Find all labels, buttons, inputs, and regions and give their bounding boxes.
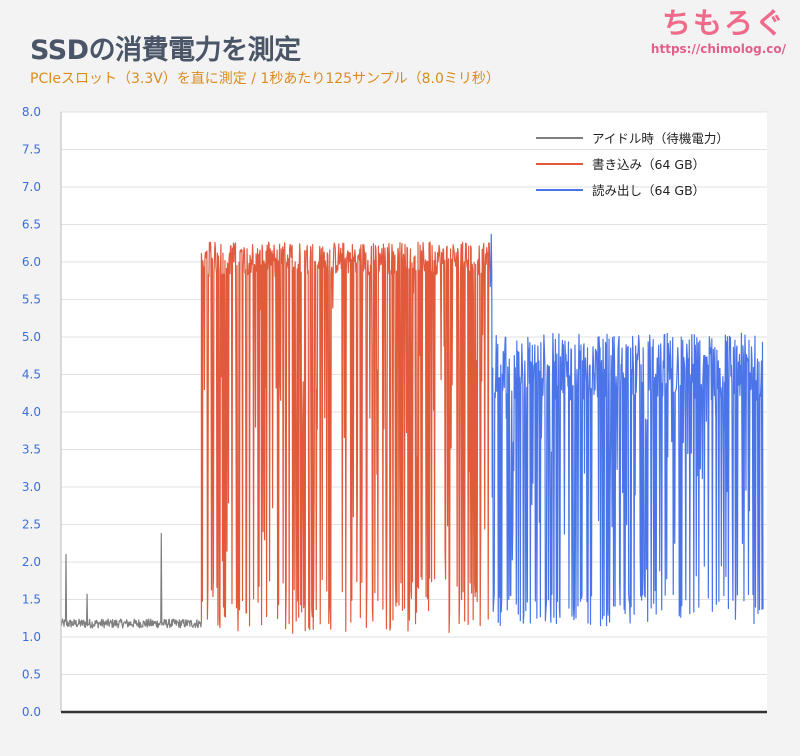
y-tick-label: 3.0 — [22, 480, 41, 494]
series-line-2 — [200, 241, 491, 634]
series-layer — [60, 233, 764, 634]
y-tick-label: 8.0 — [22, 105, 41, 119]
y-tick-label: 1.0 — [22, 630, 41, 644]
y-tick-label: 1.5 — [22, 593, 41, 607]
brand-name: ちもろぐ — [661, 6, 786, 40]
legend-label: アイドル時（待機電力） — [592, 131, 729, 146]
legend-label: 読み出し（64 GB） — [592, 183, 705, 198]
series-line-1 — [60, 532, 202, 629]
y-tick-label: 4.0 — [22, 405, 41, 419]
y-tick-label: 0.5 — [22, 668, 41, 682]
chart-title: SSDの消費電力を測定 — [30, 35, 301, 66]
y-tick-label: 6.5 — [22, 218, 41, 232]
y-tick-label: 0.0 — [22, 705, 41, 719]
legend: アイドル時（待機電力） 書き込み（64 GB） 読み出し（64 GB） — [536, 131, 729, 198]
y-tick-label: 5.5 — [22, 293, 41, 307]
brand-url[interactable]: https://chimolog.co/ — [650, 42, 786, 56]
y-tick-label: 2.5 — [22, 518, 41, 532]
brand-logo[interactable]: ちもろぐ https://chimolog.co/ — [651, 4, 786, 56]
y-tick-label: 6.0 — [22, 255, 41, 269]
y-tick-label: 7.5 — [22, 143, 41, 157]
y-tick-label: 3.5 — [22, 443, 41, 457]
series-line-3 — [489, 233, 764, 627]
chart-subtitle: PCIeスロット（3.3V）を直に測定 / 1秒あたり125サンプル（8.0ミリ… — [30, 71, 500, 87]
axes: 0.0 0.5 1.0 1.5 2.0 2.5 3.0 3.5 4.0 4.5 5.0 5.5 6.0 6… — [22, 105, 767, 719]
legend-label: 書き込み（64 GB） — [592, 157, 705, 172]
y-tick-label: 2.0 — [22, 555, 41, 569]
y-tick-label: 4.5 — [22, 368, 41, 382]
y-tick-label: 7.0 — [22, 180, 41, 194]
y-tick-label: 5.0 — [22, 330, 41, 344]
